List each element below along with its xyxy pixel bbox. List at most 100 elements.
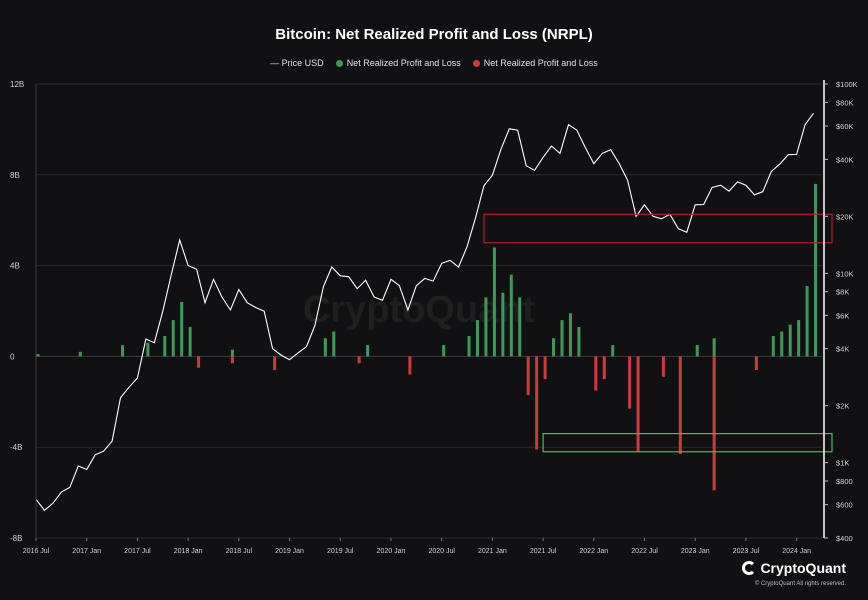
nrpl-profit-bar (577, 326, 581, 357)
y-left-tick-label: 4B (10, 262, 20, 271)
nrpl-profit-bar (788, 324, 792, 357)
y-right-tick-label: $8K (836, 288, 849, 297)
nrpl-loss-bar (712, 356, 716, 491)
y-left-tick-label: 12B (10, 80, 24, 89)
x-tick-label: 2023 Jul (733, 548, 760, 555)
y-right-tick-label: $6K (836, 311, 849, 320)
y-right-tick-label: $40K (836, 155, 854, 164)
nrpl-loss-bar (357, 356, 361, 364)
nrpl-loss-bar (197, 356, 201, 368)
nrpl-loss-bar (602, 356, 606, 380)
y-left-tick-label: 8B (10, 171, 20, 180)
nrpl-loss-bar (678, 356, 682, 455)
nrpl-profit-bar (797, 320, 801, 357)
x-tick-label: 2020 Jan (377, 548, 406, 555)
nrpl-profit-bar (163, 335, 167, 357)
nrpl-profit-bar (771, 335, 775, 357)
nrpl-profit-bar (568, 313, 572, 357)
nrpl-profit-bar (492, 247, 496, 357)
legend-item-profit[interactable]: Net Realized Profit and Loss (335, 58, 461, 68)
legend-loss-swatch (472, 59, 480, 67)
x-tick-label: 2019 Jan (275, 548, 304, 555)
x-tick-label: 2018 Jul (226, 548, 253, 555)
nrpl-profit-bar (552, 338, 556, 357)
y-right-tick-label: $20K (836, 212, 854, 221)
nrpl-loss-bar (636, 356, 640, 452)
nrpl-profit-bar (712, 338, 716, 357)
watermark-text: CryptoQuant (303, 289, 536, 331)
nrpl-profit-bar (814, 183, 818, 357)
chart-title: Bitcoin: Net Realized Profit and Loss (N… (275, 26, 593, 43)
nrpl-loss-bar (408, 356, 412, 375)
y-left-tick-label: -8B (10, 534, 22, 543)
nrpl-profit-bar (171, 320, 175, 357)
y-right-tick-label: $60K (836, 122, 854, 131)
nrpl-profit-bar (780, 331, 784, 357)
nrpl-profit-bar (366, 345, 370, 357)
annotation-price-box (483, 213, 833, 244)
brand-logo: CryptoQuant (742, 560, 846, 576)
nrpl-profit-bar (805, 286, 809, 357)
y-right-tick-label: $600 (836, 501, 853, 510)
legend-item-loss[interactable]: Net Realized Profit and Loss (472, 58, 598, 68)
x-tick-label: 2020 Jul (428, 548, 455, 555)
nrpl-loss-bar (628, 356, 632, 409)
y-right-tick-label: $4K (836, 345, 849, 354)
x-tick-label: 2017 Jan (72, 548, 101, 555)
nrpl-loss-bar (273, 356, 277, 371)
nrpl-loss-bar (594, 356, 598, 391)
nrpl-profit-bar (611, 345, 615, 357)
x-tick-label: 2022 Jul (631, 548, 658, 555)
grid-layer (36, 83, 822, 539)
price-line (35, 112, 814, 512)
legend-profit-swatch (335, 59, 343, 67)
legend-profit-label: Net Realized Profit and Loss (346, 58, 461, 68)
nrpl-profit-bar (323, 338, 327, 357)
annotation-layer (483, 213, 833, 453)
nrpl-profit-bar (78, 351, 82, 357)
legend-item-price[interactable]: — Price USD (270, 58, 324, 68)
nrpl-profit-bar (501, 292, 505, 357)
nrpl-profit-bar (188, 326, 192, 357)
x-tick-label: 2019 Jul (327, 548, 354, 555)
nrpl-profit-bar (475, 320, 479, 357)
nrpl-loss-bar (526, 356, 530, 395)
axis-layer: 12B 8B 4B 0 -4B -8B $100K $80K $60K $40K $20K $10K $… (10, 80, 858, 555)
x-tick-label: 2017 Jul (124, 548, 151, 555)
cryptoquant-logo-icon (742, 561, 757, 575)
nrpl-profit-bar (180, 301, 184, 357)
nrpl-loss-bar (543, 356, 547, 380)
nrpl-loss-bar (230, 356, 234, 364)
y-left-tick-label: 0 (10, 352, 15, 361)
nrpl-loss-bar (535, 356, 539, 450)
annotation-nrpl-box (542, 432, 833, 453)
watermark-layer: CryptoQuant (303, 289, 536, 331)
price-layer (35, 112, 814, 512)
x-tick-label: 2021 Jan (478, 548, 507, 555)
legend-loss-label: Net Realized Profit and Loss (483, 58, 598, 68)
nrpl-profit-bar (121, 345, 125, 357)
legend: — Price USD Net Realized Profit and Loss… (0, 58, 868, 68)
x-tick-label: 2022 Jan (579, 548, 608, 555)
legend-price-label: — Price USD (270, 58, 324, 68)
nrpl-profit-bar (484, 297, 488, 357)
y-left-tick-label: -4B (10, 443, 22, 452)
x-tick-label: 2021 Jul (530, 548, 557, 555)
y-right-tick-label: $800 (836, 477, 853, 486)
x-tick-label: 2023 Jan (681, 548, 710, 555)
x-tick-label: 2024 Jan (782, 548, 811, 555)
y-right-tick-label: $2K (836, 402, 849, 411)
nrpl-profit-bar (332, 331, 336, 357)
nrpl-profit-bar (146, 342, 150, 357)
bar-layer (36, 183, 818, 491)
y-right-tick-label: $100K (836, 80, 858, 89)
nrpl-profit-bar (695, 345, 699, 357)
y-right-tick-label: $400 (836, 534, 853, 543)
y-right-tick-label: $1K (836, 459, 849, 468)
nrpl-profit-bar (442, 345, 446, 357)
nrpl-loss-bar (661, 356, 665, 377)
copyright-text: © CryptoQuant All rights reserved. (754, 581, 846, 587)
nrpl-profit-bar (467, 335, 471, 357)
